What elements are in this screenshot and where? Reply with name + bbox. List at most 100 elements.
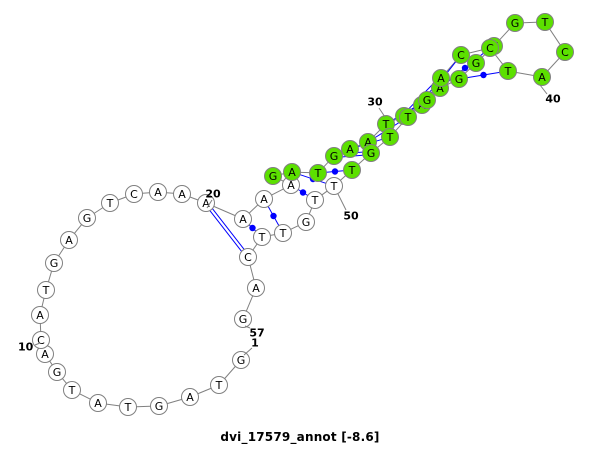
base-letter: A bbox=[437, 72, 445, 85]
base-node[interactable]: C bbox=[125, 185, 143, 203]
base-letter: T bbox=[42, 284, 50, 297]
base-circle bbox=[253, 228, 271, 246]
base-node[interactable]: G bbox=[418, 91, 436, 109]
base-node[interactable]: T bbox=[536, 13, 554, 31]
base-node[interactable]: A bbox=[234, 210, 252, 228]
base-node[interactable]: G bbox=[150, 397, 168, 415]
base-node[interactable]: A bbox=[432, 69, 450, 87]
base-node[interactable]: T bbox=[306, 191, 324, 209]
base-node[interactable]: T bbox=[119, 398, 137, 416]
base-node[interactable]: T bbox=[309, 164, 327, 182]
position-label: 1 bbox=[251, 337, 259, 350]
base-node[interactable]: A bbox=[89, 394, 107, 412]
base-node[interactable]: G bbox=[297, 213, 315, 231]
position-tick bbox=[206, 199, 213, 209]
base-node[interactable]: T bbox=[343, 161, 361, 179]
backbone-segment bbox=[340, 175, 346, 181]
base-node[interactable]: T bbox=[63, 381, 81, 399]
base-node[interactable]: C bbox=[481, 39, 499, 57]
base-node[interactable]: A bbox=[283, 163, 301, 181]
base-letter: T bbox=[311, 194, 319, 207]
base-letter: C bbox=[457, 49, 465, 62]
backbone-segment bbox=[549, 28, 561, 46]
base-node[interactable]: G bbox=[234, 310, 252, 328]
base-circle-highlighted bbox=[556, 43, 574, 61]
base-node[interactable]: G bbox=[325, 147, 343, 165]
base-node[interactable]: A bbox=[60, 231, 78, 249]
base-node[interactable]: A bbox=[149, 183, 167, 201]
base-node[interactable]: T bbox=[274, 224, 292, 242]
backbone-segment bbox=[166, 192, 174, 194]
position-labels-layer: 1 10 20 30 40 50 57 bbox=[18, 84, 561, 356]
base-node[interactable]: C bbox=[556, 43, 574, 61]
base-circle-highlighted bbox=[418, 91, 436, 109]
base-letter: G bbox=[269, 170, 278, 183]
base-circle-highlighted bbox=[325, 147, 343, 165]
backbone-segment bbox=[213, 205, 236, 217]
base-pair-dot bbox=[461, 64, 469, 72]
base-letter: T bbox=[348, 164, 356, 177]
base-node[interactable]: T bbox=[499, 62, 517, 80]
base-letter: A bbox=[436, 82, 444, 95]
base-node[interactable]: G bbox=[467, 54, 485, 72]
base-node[interactable]: A bbox=[533, 68, 551, 86]
backbone-segment bbox=[73, 224, 83, 234]
base-node[interactable]: G bbox=[232, 351, 250, 369]
base-circle-highlighted bbox=[467, 54, 485, 72]
backbone-segment bbox=[62, 378, 67, 384]
base-circle-highlighted bbox=[536, 13, 554, 31]
base-node[interactable]: A bbox=[181, 388, 199, 406]
backbone-layer bbox=[39, 21, 561, 408]
base-node[interactable]: T bbox=[210, 376, 228, 394]
base-letter: G bbox=[330, 150, 339, 163]
base-circle bbox=[48, 363, 66, 381]
base-letter: A bbox=[346, 143, 354, 156]
base-node[interactable]: G bbox=[362, 144, 380, 162]
base-node[interactable]: A bbox=[197, 194, 215, 212]
backbone-segment bbox=[464, 68, 471, 74]
base-letter: C bbox=[130, 188, 138, 201]
base-node[interactable]: G bbox=[506, 14, 524, 32]
position-label: 57 bbox=[249, 327, 264, 340]
base-letter: T bbox=[215, 379, 223, 392]
base-node[interactable]: G bbox=[48, 363, 66, 381]
base-node[interactable]: G bbox=[78, 209, 96, 227]
base-node[interactable]: G bbox=[264, 167, 282, 185]
base-node[interactable]: A bbox=[31, 306, 49, 324]
base-node[interactable]: C bbox=[452, 46, 470, 64]
base-pair-dot bbox=[299, 189, 307, 196]
base-node[interactable]: A bbox=[255, 190, 273, 208]
base-node[interactable]: A bbox=[173, 185, 191, 203]
base-node[interactable]: A bbox=[341, 140, 359, 158]
base-node[interactable]: G bbox=[450, 70, 468, 88]
backbone-segment bbox=[106, 403, 120, 407]
base-node[interactable]: C bbox=[32, 331, 50, 349]
base-pair-double-line bbox=[209, 210, 242, 252]
base-node[interactable]: G bbox=[45, 254, 63, 272]
base-letter: T bbox=[504, 65, 512, 78]
base-node[interactable]: C bbox=[239, 248, 257, 266]
backbone-segment bbox=[249, 265, 255, 280]
base-node[interactable]: T bbox=[381, 128, 399, 146]
backbone-segment bbox=[167, 398, 182, 405]
base-letter: T bbox=[386, 131, 394, 144]
base-letter: A bbox=[287, 179, 295, 192]
backbone-segment bbox=[469, 49, 482, 54]
base-circle bbox=[119, 398, 137, 416]
base-node[interactable]: T bbox=[37, 281, 55, 299]
base-letter: T bbox=[68, 384, 76, 397]
backbone-segment bbox=[494, 54, 504, 65]
base-circle bbox=[306, 191, 324, 209]
base-circle-highlighted bbox=[452, 46, 470, 64]
base-circle-highlighted bbox=[309, 164, 327, 182]
base-node[interactable]: T bbox=[399, 108, 417, 126]
base-letter: G bbox=[302, 216, 311, 229]
base-node[interactable]: A bbox=[282, 176, 300, 194]
base-node[interactable]: T bbox=[253, 228, 271, 246]
base-node[interactable]: T bbox=[101, 194, 119, 212]
base-node[interactable]: A bbox=[247, 279, 265, 297]
base-letter: A bbox=[288, 166, 296, 179]
base-letter: T bbox=[279, 227, 287, 240]
base-node[interactable]: T bbox=[325, 177, 343, 195]
